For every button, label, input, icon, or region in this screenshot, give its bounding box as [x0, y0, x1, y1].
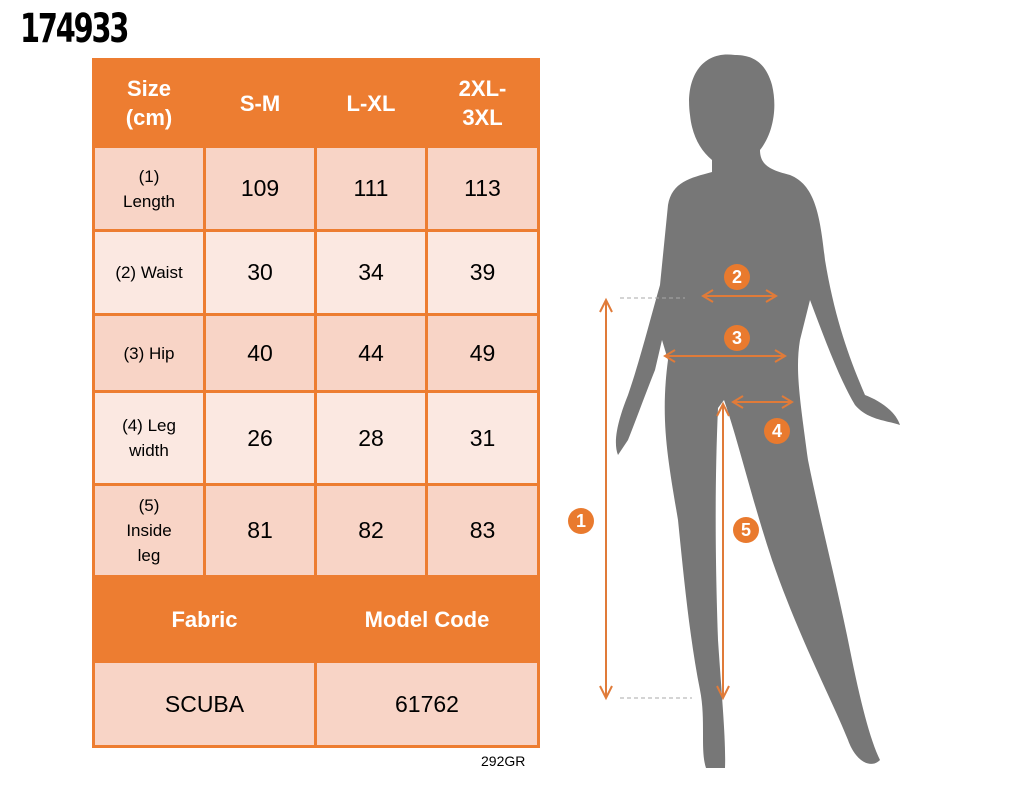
body-measurement-figure: 1 2 3 4 5	[568, 54, 900, 768]
marker-label: 2	[732, 267, 742, 287]
cell: 44	[314, 313, 428, 393]
fabric-header-row: Fabric Model Code	[92, 575, 540, 663]
cell: 82	[314, 483, 428, 578]
cell: 113	[425, 145, 540, 232]
marker-label: 1	[576, 511, 586, 531]
cell: 30	[203, 229, 317, 316]
product-code: 174933	[20, 6, 129, 52]
marker-label: 4	[772, 421, 782, 441]
marker-label: 5	[741, 520, 751, 540]
marker-3	[724, 325, 750, 351]
footer-code: 292GR	[481, 753, 526, 769]
cell: 34	[314, 229, 428, 316]
guide-lines	[620, 297, 692, 699]
header-text: 2XL-3XL	[458, 76, 507, 130]
label-text: (1) Length	[123, 166, 175, 211]
table-row: (4) Leg width 26 28 31	[92, 390, 540, 486]
table-row: (3) Hip 40 44 49	[92, 313, 540, 393]
marker-5	[733, 517, 759, 543]
marker-1	[568, 508, 594, 534]
cell: 26	[203, 390, 317, 486]
table-row: (1) Length 109 111 113	[92, 145, 540, 232]
header-text: Size (cm)	[125, 76, 173, 130]
fabric-value: SCUBA	[92, 660, 317, 748]
header-row: Size (cm) S-M L-XL 2XL-3XL	[92, 58, 540, 148]
table-row: (5) Inside leg 81 82 83	[92, 483, 540, 578]
cell: 111	[314, 145, 428, 232]
cell: 28	[314, 390, 428, 486]
fabric-row: SCUBA 61762	[92, 660, 540, 748]
marker-label: 3	[732, 328, 742, 348]
label-text: (5) Inside leg	[126, 496, 172, 565]
model-code-value: 61762	[314, 660, 540, 748]
marker-4	[764, 418, 790, 444]
row-label: (3) Hip	[92, 313, 206, 393]
cell: 83	[425, 483, 540, 578]
cell: 39	[425, 229, 540, 316]
header-2xl-3xl: 2XL-3XL	[425, 58, 540, 148]
silhouette	[615, 54, 900, 768]
cell: 31	[425, 390, 540, 486]
cell: 40	[203, 313, 317, 393]
header-size: Size (cm)	[92, 58, 206, 148]
row-label: (5) Inside leg	[92, 483, 206, 578]
table-row: (2) Waist 30 34 39	[92, 229, 540, 316]
marker-2	[724, 264, 750, 290]
row-label: (2) Waist	[92, 229, 206, 316]
model-code-header: Model Code	[314, 575, 540, 663]
header-l-xl: L-XL	[314, 58, 428, 148]
label-text: (4) Leg width	[122, 416, 176, 460]
header-s-m: S-M	[203, 58, 317, 148]
cell: 109	[203, 145, 317, 232]
size-chart-table: Size (cm) S-M L-XL 2XL-3XL (1) Length 10…	[92, 58, 540, 748]
row-label: (1) Length	[92, 145, 206, 232]
cell: 49	[425, 313, 540, 393]
fabric-header: Fabric	[92, 575, 317, 663]
cell: 81	[203, 483, 317, 578]
row-label: (4) Leg width	[92, 390, 206, 486]
measurement-arrows	[599, 289, 794, 701]
